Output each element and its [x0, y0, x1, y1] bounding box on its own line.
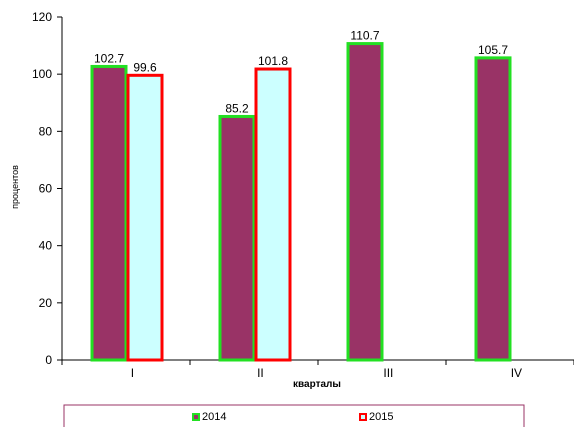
data-label: 101.8: [258, 54, 288, 68]
y-tick-label: 20: [39, 296, 53, 310]
bar-2014-IV: [474, 56, 512, 362]
bars: [90, 42, 512, 362]
bar-2014-I: [90, 64, 128, 362]
x-tick-label: I: [131, 366, 134, 380]
y-tick-label: 60: [39, 182, 53, 196]
bar-2014-II: [218, 114, 256, 362]
data-label: 85.2: [225, 101, 249, 115]
bar-2014-III: [346, 42, 384, 362]
y-axis-title: процентов: [10, 165, 20, 209]
legend-label-2015: 2015: [369, 411, 393, 423]
x-axis: I II III IV: [61, 359, 574, 380]
legend: 2014 2015: [63, 404, 525, 427]
y-tick-label: 0: [45, 353, 52, 367]
data-labels: 102.7 99.6 85.2 101.8 110.7 105.7: [94, 29, 508, 116]
legend-label-2014: 2014: [202, 411, 226, 423]
legend-frame: [63, 404, 525, 427]
bar-2015-II: [254, 67, 292, 362]
y-axis: 0 20 40 60 80 100 120: [32, 10, 63, 367]
x-axis-title: кварталы: [293, 379, 341, 390]
data-label: 102.7: [94, 51, 124, 65]
bar-2015-I: [126, 73, 164, 362]
x-tick-label: II: [257, 366, 264, 380]
y-tick-label: 80: [39, 124, 53, 138]
y-tick-label: 120: [32, 10, 52, 24]
y-tick-label: 40: [39, 239, 53, 253]
x-tick-label: IV: [511, 366, 522, 380]
data-label: 105.7: [478, 43, 508, 57]
legend-swatch-2015: [359, 413, 367, 421]
x-tick-label: III: [383, 366, 393, 380]
y-tick-label: 100: [32, 67, 52, 81]
data-label: 99.6: [133, 60, 157, 74]
data-label: 110.7: [350, 29, 379, 43]
legend-swatch-2014: [192, 413, 200, 421]
